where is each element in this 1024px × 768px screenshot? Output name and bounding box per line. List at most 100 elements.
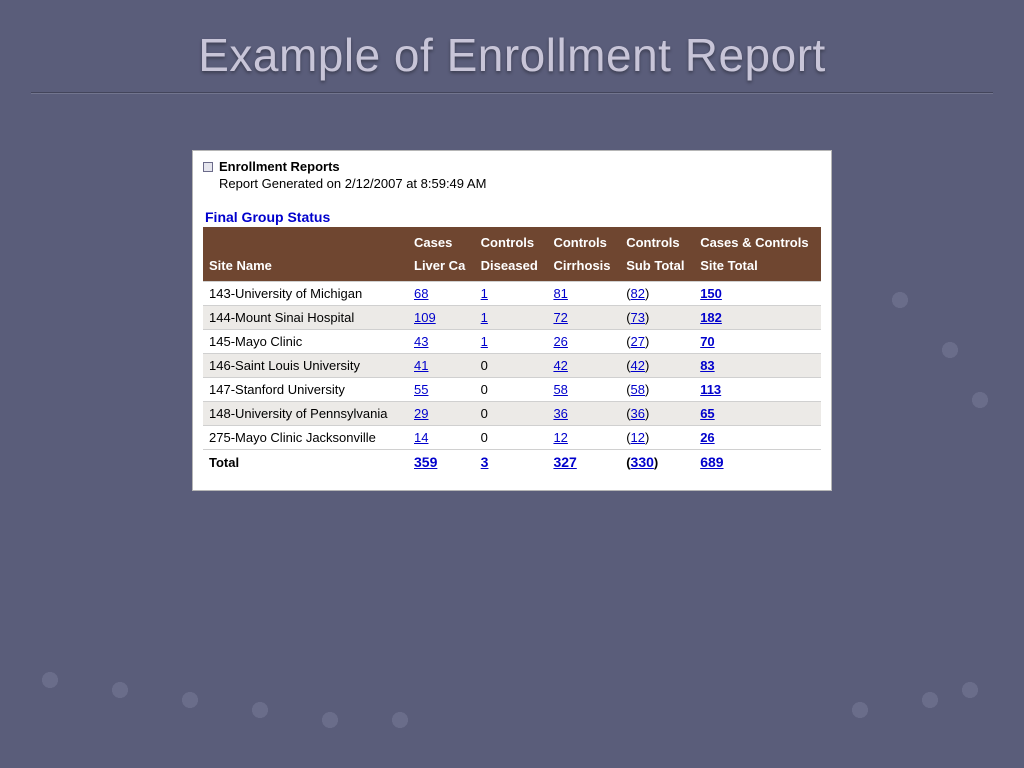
- cell-site: 143-University of Michigan: [203, 282, 408, 306]
- cirrhosis-link[interactable]: 42: [553, 358, 567, 373]
- totals-cases: 359: [408, 450, 475, 475]
- cell-total: 150: [694, 282, 821, 306]
- cell-cases: 109: [408, 306, 475, 330]
- report-generated: Report Generated on 2/12/2007 at 8:59:49…: [219, 176, 821, 191]
- cell-site: 148-University of Pennsylvania: [203, 402, 408, 426]
- status-table: Cases Controls Controls Controls Cases &…: [203, 227, 821, 474]
- totals-cirrhosis-link[interactable]: 327: [553, 454, 576, 470]
- subtotal-link[interactable]: 27: [631, 334, 645, 349]
- diseased-link[interactable]: 1: [481, 310, 488, 325]
- cases-link[interactable]: 41: [414, 358, 428, 373]
- cell-cases: 29: [408, 402, 475, 426]
- th-total-bot: Site Total: [694, 254, 821, 282]
- th-ctrl1-top: Controls: [475, 227, 548, 254]
- slide-title: Example of Enrollment Report: [0, 0, 1024, 82]
- sitetotal-link[interactable]: 113: [700, 382, 721, 397]
- cirrhosis-link[interactable]: 58: [553, 382, 567, 397]
- cell-diseased: 0: [475, 378, 548, 402]
- cases-link[interactable]: 14: [414, 430, 428, 445]
- cell-cirrhosis: 42: [547, 354, 620, 378]
- cell-subtotal: (36): [620, 402, 694, 426]
- cirrhosis-link[interactable]: 12: [553, 430, 567, 445]
- totals-subtotal: (330): [620, 450, 694, 475]
- cell-cases: 41: [408, 354, 475, 378]
- cell-site: 146-Saint Louis University: [203, 354, 408, 378]
- cell-total: 113: [694, 378, 821, 402]
- subtotal-link[interactable]: 42: [631, 358, 645, 373]
- cirrhosis-link[interactable]: 72: [553, 310, 567, 325]
- bullet-icon: [203, 162, 213, 172]
- th-cases-bot: Liver Ca: [408, 254, 475, 282]
- diseased-value: 0: [481, 358, 488, 373]
- diseased-link[interactable]: 1: [481, 334, 488, 349]
- cell-site: 275-Mayo Clinic Jacksonville: [203, 426, 408, 450]
- subtotal-link[interactable]: 12: [631, 430, 645, 445]
- subtotal-link[interactable]: 36: [631, 406, 645, 421]
- cell-cirrhosis: 36: [547, 402, 620, 426]
- subtotal-link[interactable]: 73: [631, 310, 645, 325]
- cell-diseased: 0: [475, 426, 548, 450]
- diseased-value: 0: [481, 430, 488, 445]
- cell-cirrhosis: 12: [547, 426, 620, 450]
- cirrhosis-link[interactable]: 26: [553, 334, 567, 349]
- cell-cirrhosis: 26: [547, 330, 620, 354]
- table-row: 275-Mayo Clinic Jacksonville14012(12)26: [203, 426, 821, 450]
- cell-subtotal: (27): [620, 330, 694, 354]
- cell-diseased: 0: [475, 402, 548, 426]
- table-head: Cases Controls Controls Controls Cases &…: [203, 227, 821, 282]
- th-blank: [203, 227, 408, 254]
- totals-diseased-link[interactable]: 3: [481, 454, 489, 470]
- cases-link[interactable]: 55: [414, 382, 428, 397]
- cell-diseased: 1: [475, 306, 548, 330]
- report-title: Enrollment Reports: [219, 159, 340, 174]
- cirrhosis-link[interactable]: 81: [553, 286, 567, 301]
- sitetotal-link[interactable]: 150: [700, 286, 722, 301]
- subtotal-link[interactable]: 58: [631, 382, 645, 397]
- cirrhosis-link[interactable]: 36: [553, 406, 567, 421]
- cell-cases: 43: [408, 330, 475, 354]
- cases-link[interactable]: 43: [414, 334, 428, 349]
- cell-subtotal: (73): [620, 306, 694, 330]
- cases-link[interactable]: 109: [414, 310, 436, 325]
- cell-cirrhosis: 81: [547, 282, 620, 306]
- cell-total: 26: [694, 426, 821, 450]
- cell-total: 182: [694, 306, 821, 330]
- subtotal-link[interactable]: 82: [631, 286, 645, 301]
- th-ctrl2-bot: Cirrhosis: [547, 254, 620, 282]
- table-body: 143-University of Michigan68181(82)15014…: [203, 282, 821, 475]
- diseased-link[interactable]: 1: [481, 286, 488, 301]
- sitetotal-link[interactable]: 70: [700, 334, 714, 349]
- table-row: 144-Mount Sinai Hospital109172(73)182: [203, 306, 821, 330]
- totals-label: Total: [203, 450, 408, 475]
- totals-cases-link[interactable]: 359: [414, 454, 437, 470]
- title-underline: [31, 92, 994, 94]
- cell-total: 83: [694, 354, 821, 378]
- th-ctrl1-bot: Diseased: [475, 254, 548, 282]
- cell-diseased: 1: [475, 330, 548, 354]
- table-row: 143-University of Michigan68181(82)150: [203, 282, 821, 306]
- sitetotal-link[interactable]: 83: [700, 358, 714, 373]
- totals-diseased: 3: [475, 450, 548, 475]
- table-row: 145-Mayo Clinic43126(27)70: [203, 330, 821, 354]
- totals-row: Total 359 3 327 (330) 689: [203, 450, 821, 475]
- cell-cirrhosis: 58: [547, 378, 620, 402]
- sitetotal-link[interactable]: 26: [700, 430, 714, 445]
- cell-total: 70: [694, 330, 821, 354]
- cell-total: 65: [694, 402, 821, 426]
- th-ctrl3-bot: Sub Total: [620, 254, 694, 282]
- cases-link[interactable]: 29: [414, 406, 428, 421]
- totals-total-link[interactable]: 689: [700, 454, 723, 470]
- sitetotal-link[interactable]: 182: [700, 310, 722, 325]
- table-row: 146-Saint Louis University41042(42)83: [203, 354, 821, 378]
- diseased-value: 0: [481, 406, 488, 421]
- cell-diseased: 1: [475, 282, 548, 306]
- totals-subtotal-link[interactable]: 330: [631, 454, 654, 470]
- cell-cases: 68: [408, 282, 475, 306]
- cell-cirrhosis: 72: [547, 306, 620, 330]
- sitetotal-link[interactable]: 65: [700, 406, 714, 421]
- th-cases-top: Cases: [408, 227, 475, 254]
- cell-diseased: 0: [475, 354, 548, 378]
- report-header: Enrollment Reports: [203, 159, 821, 174]
- cases-link[interactable]: 68: [414, 286, 428, 301]
- cell-cases: 55: [408, 378, 475, 402]
